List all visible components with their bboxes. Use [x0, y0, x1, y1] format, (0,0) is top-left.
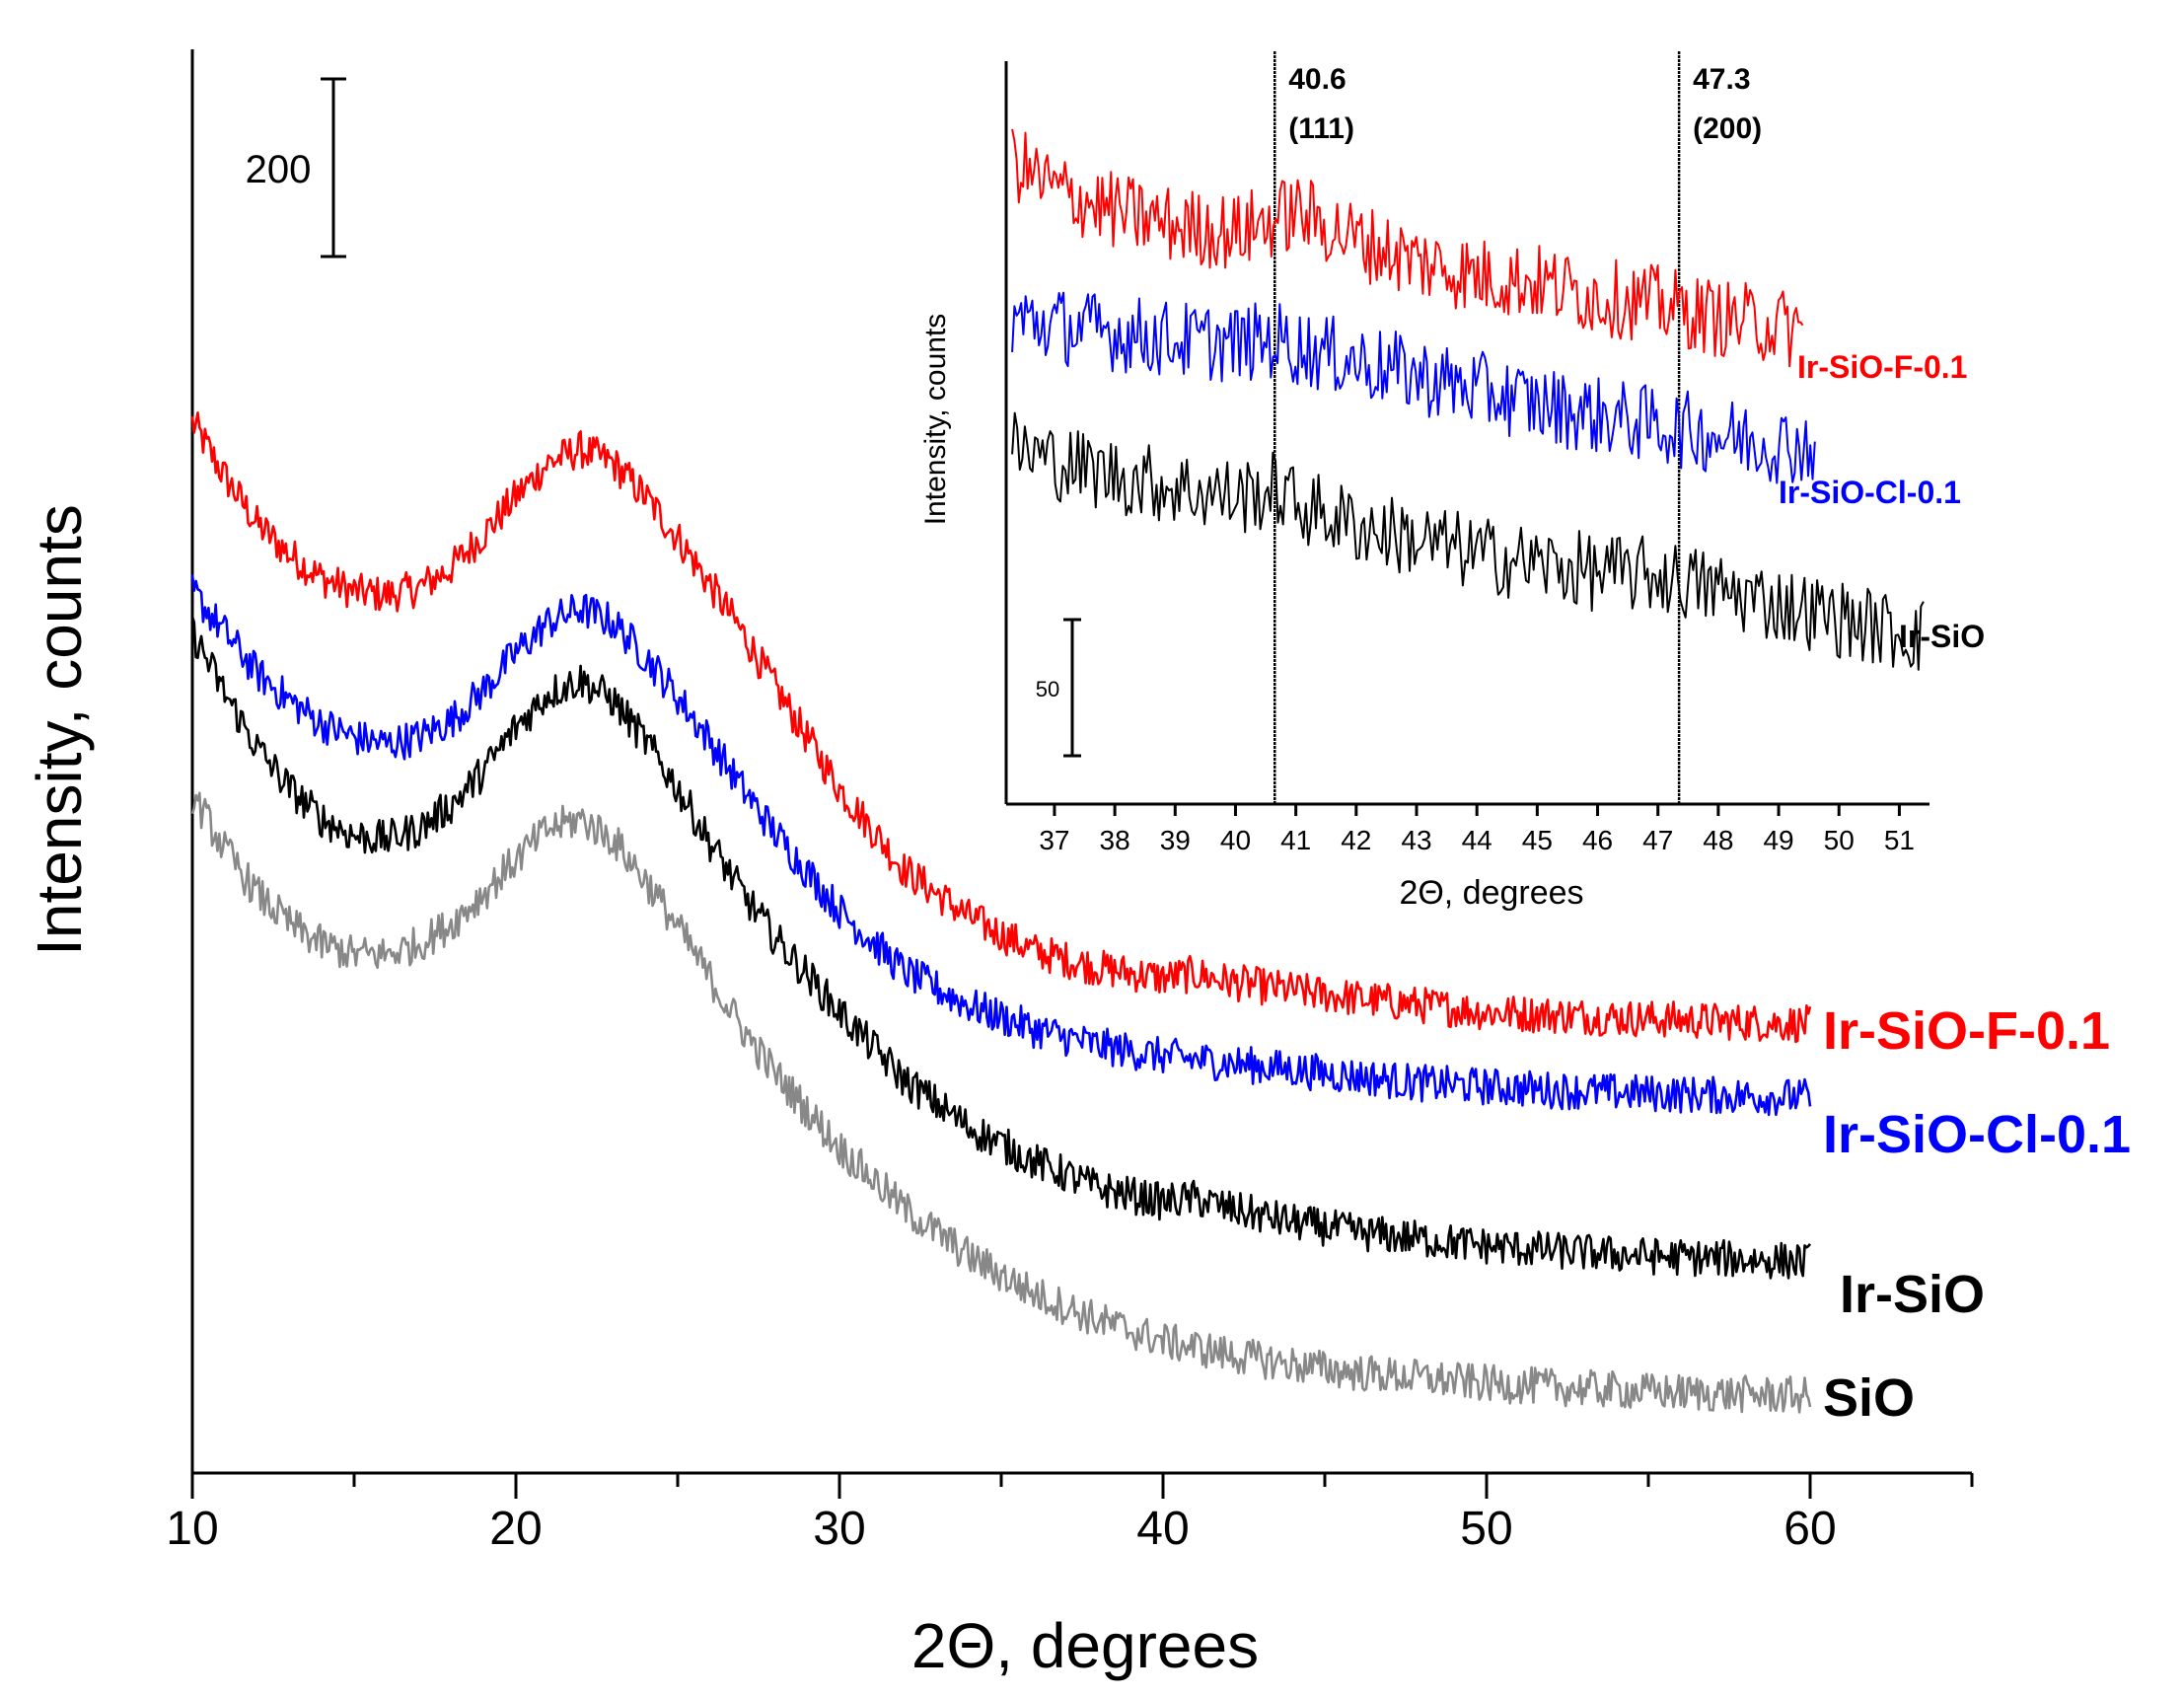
- legend-label-ir-sio: Ir-SiO: [1840, 1265, 1985, 1324]
- inset-x-axis-label: 2Θ, degrees: [1399, 874, 1583, 912]
- main-series-ir-sio-f-0-1: [190, 411, 1812, 1044]
- main-x-tick-label-30: 30: [813, 1503, 865, 1555]
- inset-y-axis-label: Intensity, counts: [919, 314, 952, 526]
- legend-label-ir-sio-cl: Ir-SiO-Cl-0.1: [1823, 1105, 2131, 1164]
- inset-x-tick-label-38: 38: [1100, 825, 1130, 855]
- main-x-tick-label-50: 50: [1460, 1503, 1512, 1555]
- inset-reference-lines: 40.6 (111) 47.3 (200): [1273, 51, 1762, 804]
- inset-x-tick-label-42: 42: [1341, 825, 1371, 855]
- inset-legend-label-ir-sio-f: Ir-SiO-F-0.1: [1797, 349, 1967, 385]
- inset-reference-label-1: 40.6: [1288, 63, 1346, 96]
- inset-x-tick-label-51: 51: [1884, 825, 1915, 855]
- main-plot: 10 20 30 40 50 60 200 2Θ, degrees Intensity, …: [24, 49, 2131, 1681]
- legend-label-ir-sio-f: Ir-SiO-F-0.1: [1823, 1001, 2110, 1061]
- main-x-tick-label-40: 40: [1136, 1503, 1189, 1555]
- main-scale-bar-label: 200: [246, 148, 312, 191]
- inset-legend-label-ir-sio: Ir-SiO: [1899, 619, 1985, 654]
- inset-x-tick-label-48: 48: [1703, 825, 1733, 855]
- inset-x-tick-label-50: 50: [1824, 825, 1855, 855]
- inset-x-tick-label-39: 39: [1160, 825, 1191, 855]
- inset-reference-label-2: 47.3: [1693, 63, 1750, 96]
- inset-x-tick-label-41: 41: [1280, 825, 1311, 855]
- main-series-ir-sio-cl-0-1: [190, 574, 1812, 1117]
- inset-series-ir-sio-cl-0-1: [1011, 291, 1816, 484]
- main-scale-bar: 200: [246, 77, 346, 258]
- inset-x-tick-label-46: 46: [1582, 825, 1613, 855]
- inset-series-ir-sio-f-0-1: [1011, 128, 1804, 368]
- main-x-tick-label-10: 10: [166, 1503, 218, 1555]
- inset-series-ir-sio: [1011, 411, 1925, 671]
- legend-label-sio: SiO: [1823, 1368, 1915, 1428]
- main-series-sio: [190, 791, 1812, 1414]
- main-series-group: [190, 411, 1812, 1414]
- inset-reference-plane-1: (111): [1288, 112, 1354, 145]
- inset-x-tick-label-47: 47: [1642, 825, 1673, 855]
- inset-x-tick-label-44: 44: [1462, 825, 1492, 855]
- main-x-tick-label-20: 20: [489, 1503, 542, 1555]
- inset-x-tick-label-43: 43: [1401, 825, 1431, 855]
- inset-scale-bar: 50: [1036, 618, 1081, 758]
- inset-legend-label-ir-sio-cl: Ir-SiO-Cl-0.1: [1779, 475, 1961, 510]
- main-series-ir-sio: [190, 616, 1812, 1280]
- inset-x-tick-label-49: 49: [1763, 825, 1793, 855]
- main-x-axis-label: 2Θ, degrees: [911, 1610, 1259, 1681]
- inset-x-tick-label-45: 45: [1522, 825, 1553, 855]
- inset-x-ticks: 37 38 39 40 41 42 43 44 45 46 47 48 49 50 51: [1039, 804, 1915, 855]
- main-y-axis-label: Intensity, counts: [24, 504, 95, 956]
- inset-x-tick-label-40: 40: [1220, 825, 1251, 855]
- inset-scale-bar-label: 50: [1036, 677, 1059, 701]
- inset-reference-plane-2: (200): [1693, 112, 1762, 145]
- inset-x-tick-label-37: 37: [1039, 825, 1069, 855]
- main-x-tick-label-60: 60: [1784, 1503, 1836, 1555]
- inset-plot: 37 38 39 40 41 42 43 44 45 46 47 48 49 50 51 40.6 (111)…: [919, 51, 1985, 912]
- main-x-ticks: 10 20 30 40 50 60: [166, 1473, 1974, 1555]
- inset-series-group: [1011, 128, 1925, 671]
